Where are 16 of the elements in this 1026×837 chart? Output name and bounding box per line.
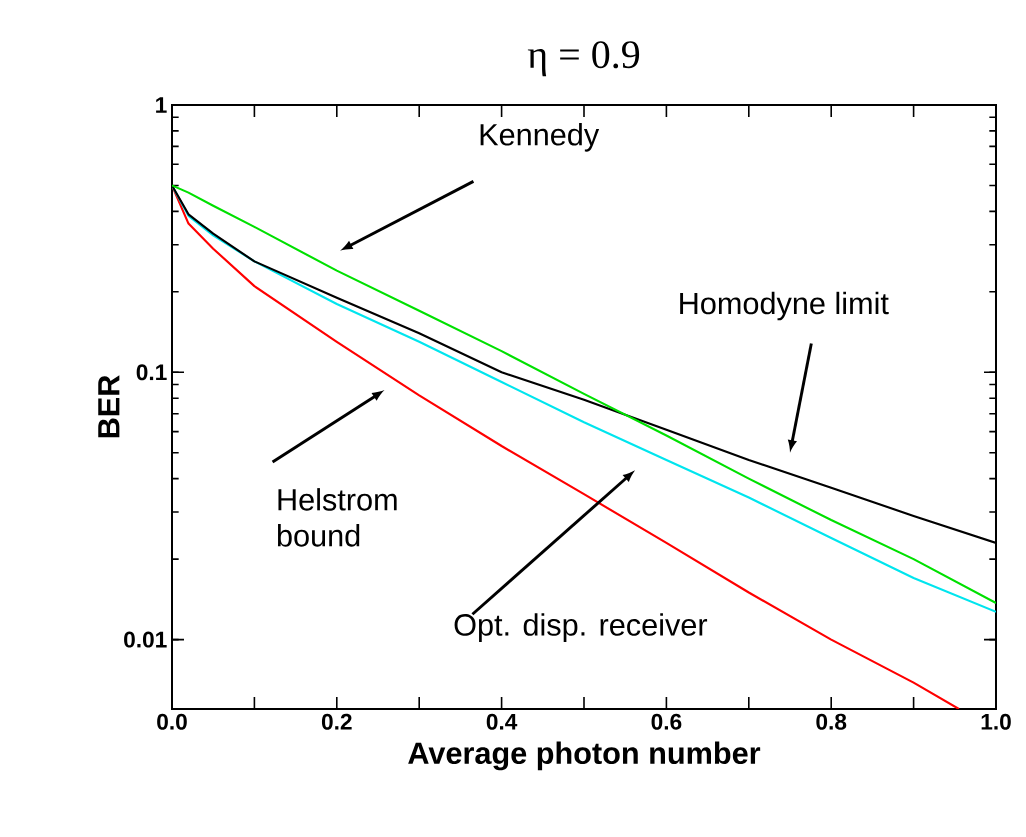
x-axis-title: Average photon number (408, 741, 761, 771)
x-tick-label: 0.0 (157, 713, 187, 730)
y-tick-label: 0.01 (124, 631, 167, 648)
x-tick-label: 0.2 (321, 713, 352, 730)
x-tick-label: 0.6 (651, 713, 682, 730)
x-tick-label: 0.4 (486, 713, 518, 730)
annotation: Kennedy (480, 123, 600, 152)
y-axis-title: BER (98, 375, 120, 438)
annotation: Homodyne limit (680, 291, 889, 321)
x-tick-label: 1.0 (981, 713, 1011, 730)
y-tick-label: 1 (156, 97, 167, 113)
annotation: Opt. disp. receiver (454, 613, 708, 642)
x-tick-label: 0.8 (816, 713, 847, 730)
y-tick-label: 0.1 (136, 364, 167, 381)
annotation: Helstrom bound (277, 488, 397, 547)
chart-title: η = 0.9 (527, 41, 640, 77)
